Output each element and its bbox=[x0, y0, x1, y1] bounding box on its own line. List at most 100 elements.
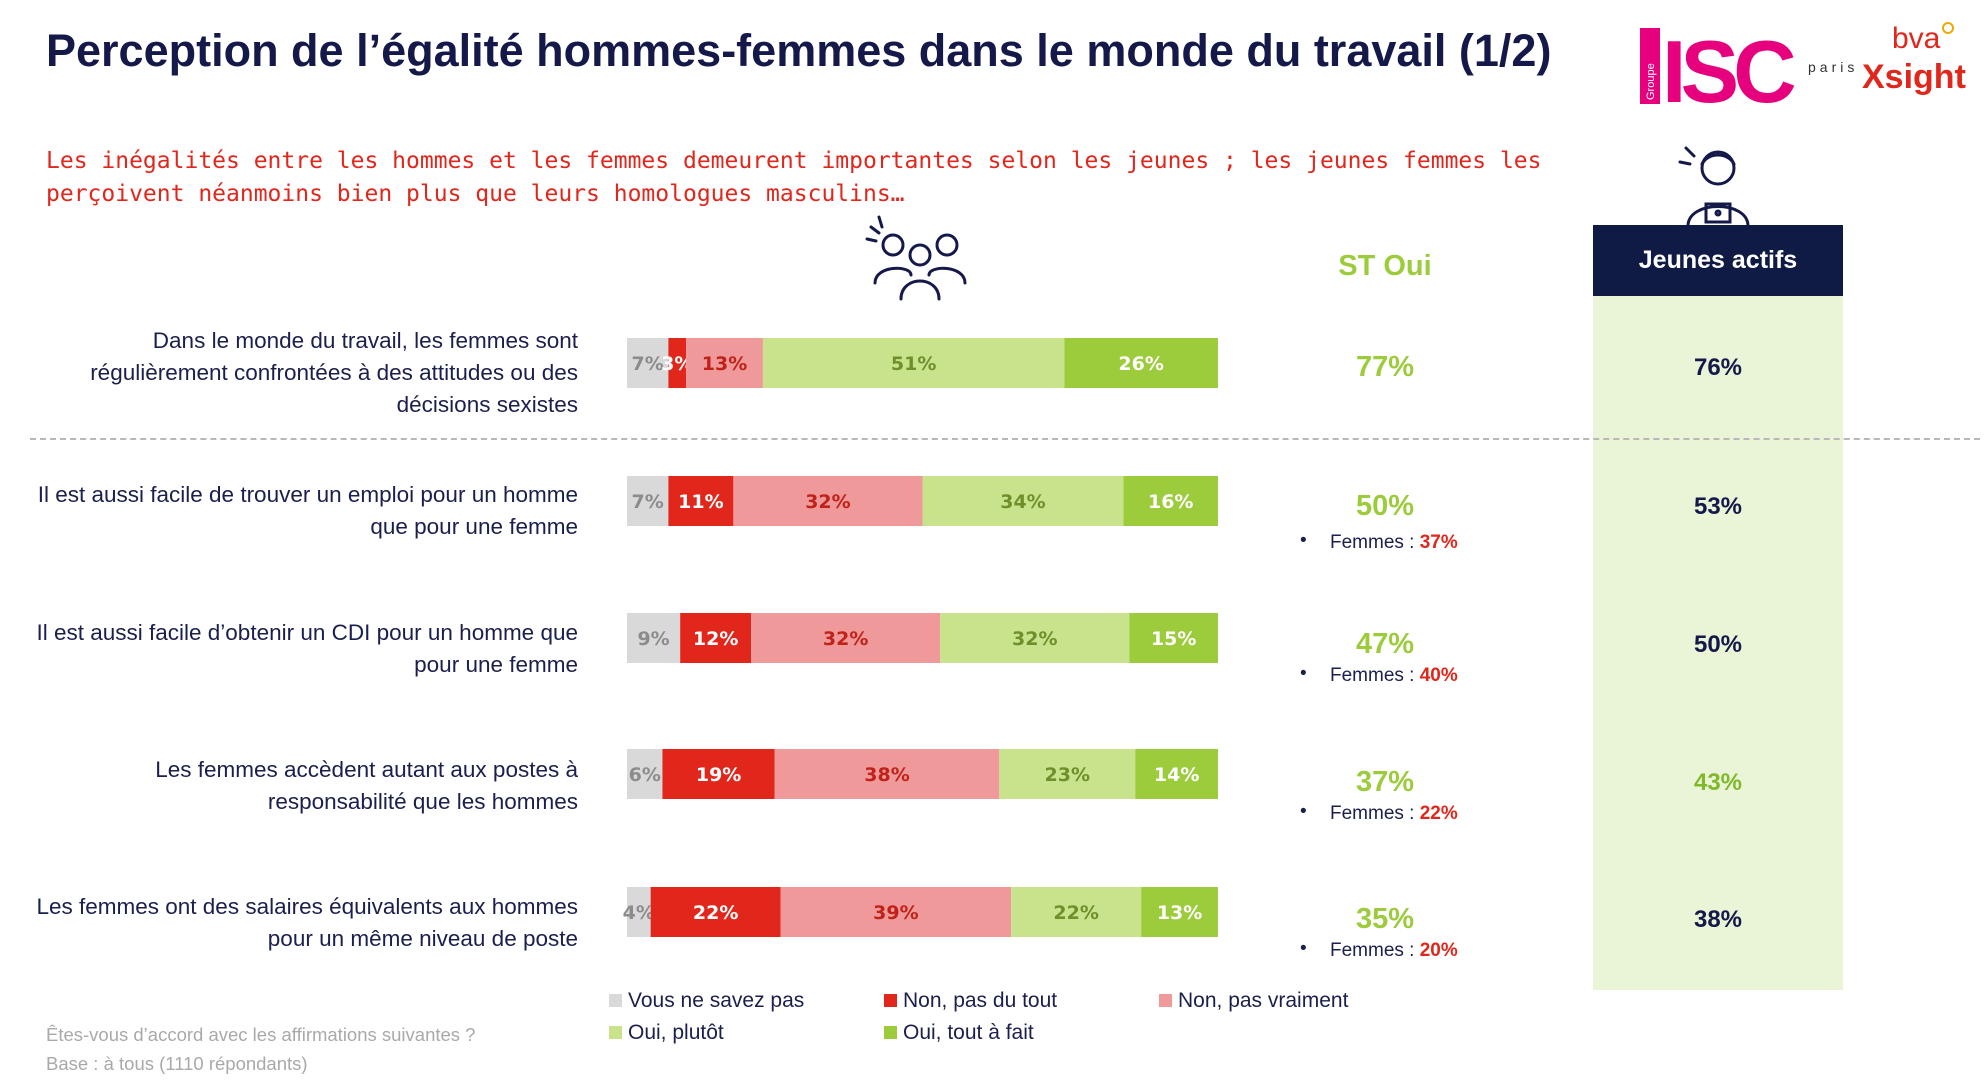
jeunes-actifs-value-4: 43% bbox=[1693, 769, 1743, 796]
jeunes-actifs-value-5: 38% bbox=[1693, 906, 1743, 933]
bullet: • bbox=[1300, 801, 1307, 822]
bar-segment-r4-s3 bbox=[774, 749, 1000, 799]
bar-segment-r2-s3 bbox=[733, 476, 923, 526]
st-oui-header: ST Oui bbox=[1338, 250, 1432, 282]
bar-value-label-r3-s3: 32% bbox=[823, 628, 868, 650]
femmes-value: 20% bbox=[1419, 940, 1458, 961]
isc-logo-group-text: Groupe bbox=[1645, 63, 1657, 100]
bar-value-label-r4-s3: 38% bbox=[864, 764, 909, 786]
st-oui-value-5: 35% bbox=[1355, 903, 1415, 935]
bar-value-label-r3-s2: 12% bbox=[693, 628, 738, 650]
person-laptop-icon bbox=[1678, 146, 1750, 228]
bullet: • bbox=[1300, 938, 1307, 959]
bar-value-label-r2-s4: 34% bbox=[1000, 491, 1045, 513]
bullet: • bbox=[1300, 663, 1307, 684]
jeunes-actifs-header: Jeunes actifs bbox=[1593, 225, 1843, 296]
row-label-5: Les femmes ont des salaires équivalents … bbox=[36, 894, 578, 951]
bar-value-label-r2-s2: 11% bbox=[678, 491, 723, 513]
femmes-label: Femmes : bbox=[1330, 803, 1415, 824]
isc-logo-text: ISC bbox=[1662, 22, 1795, 106]
bva-logo-text: bva bbox=[1892, 22, 1941, 55]
bar-value-label-r4-s1: 6% bbox=[629, 764, 661, 786]
jeunes-actifs-panel bbox=[1593, 225, 1843, 990]
bar-segment-r1-s3 bbox=[686, 338, 763, 388]
st-oui-value-4: 37% bbox=[1355, 766, 1415, 798]
bar-segment-r2-s5 bbox=[1123, 476, 1218, 526]
bar-segment-r1-s1 bbox=[627, 338, 669, 388]
bar-segment-r2-s4 bbox=[922, 476, 1124, 526]
bar-value-label-r2-s1: 7% bbox=[632, 491, 664, 513]
isc-logo-city: paris bbox=[1808, 59, 1858, 75]
bar-segment-r2-s2 bbox=[668, 476, 734, 526]
row-label-3: Il est aussi facile d’obtenir un CDI pou… bbox=[36, 620, 578, 677]
jeunes-actifs-value-1: 76% bbox=[1693, 354, 1743, 381]
bar-value-label-r3-s5: 15% bbox=[1151, 628, 1196, 650]
bar-segment-r5-s5 bbox=[1141, 887, 1218, 937]
legend-swatch bbox=[884, 994, 897, 1007]
bar-segment-r4-s1 bbox=[627, 749, 663, 799]
bar-value-label-r2-s5: 16% bbox=[1148, 491, 1193, 513]
bar-segment-r5-s4 bbox=[1011, 887, 1142, 937]
jeunes-actifs-value-2: 53% bbox=[1693, 493, 1743, 520]
femmes-label: Femmes : bbox=[1330, 665, 1415, 686]
legend-label: Non, pas vraiment bbox=[1178, 989, 1349, 1012]
legend-label: Oui, plutôt bbox=[628, 1021, 724, 1044]
bar-value-label-r5-s1: 4% bbox=[623, 902, 655, 924]
bar-segment-r3-s4 bbox=[940, 613, 1130, 663]
bar-value-label-r5-s2: 22% bbox=[693, 902, 738, 924]
bar-segment-r5-s1 bbox=[627, 887, 651, 937]
bar-value-label-r2-s3: 32% bbox=[805, 491, 850, 513]
section-divider bbox=[30, 438, 1980, 440]
bar-value-label-r1-s3: 13% bbox=[702, 353, 747, 375]
bar-segment-r5-s2 bbox=[650, 887, 781, 937]
bar-value-label-r1-s4: 51% bbox=[891, 353, 936, 375]
femmes-value: 37% bbox=[1419, 532, 1458, 553]
bar-value-label-r1-s2: 3% bbox=[661, 353, 693, 375]
bar-segment-r4-s4 bbox=[999, 749, 1136, 799]
bar-value-label-r3-s4: 32% bbox=[1012, 628, 1057, 650]
bar-value-label-r5-s4: 22% bbox=[1053, 902, 1098, 924]
femmes-value: 22% bbox=[1419, 803, 1458, 824]
femmes-label: Femmes : bbox=[1330, 940, 1415, 961]
bar-value-label-r4-s4: 23% bbox=[1045, 764, 1090, 786]
xsight-logo-text: Xsight bbox=[1862, 58, 1966, 96]
bar-value-label-r1-s1: 7% bbox=[632, 353, 664, 375]
legend-swatch bbox=[609, 1026, 622, 1039]
legend-label: Vous ne savez pas bbox=[628, 989, 805, 1012]
bar-value-label-r1-s5: 26% bbox=[1118, 353, 1163, 375]
bar-value-label-r5-s3: 39% bbox=[873, 902, 918, 924]
bar-segment-r3-s3 bbox=[751, 613, 941, 663]
people-group-icon bbox=[865, 215, 967, 301]
bar-segment-r1-s5 bbox=[1064, 338, 1218, 388]
bar-segment-r3-s5 bbox=[1129, 613, 1218, 663]
legend-swatch bbox=[1159, 994, 1172, 1007]
bar-segment-r4-s2 bbox=[662, 749, 775, 799]
bar-value-label-r4-s2: 19% bbox=[696, 764, 741, 786]
bullet: • bbox=[1300, 530, 1307, 551]
row-label-1: Dans le monde du travail, les femmes son… bbox=[90, 328, 578, 417]
legend-label: Oui, tout à fait bbox=[903, 1021, 1034, 1044]
bar-segment-r4-s5 bbox=[1135, 749, 1218, 799]
st-oui-value-3: 47% bbox=[1355, 628, 1415, 660]
legend-swatch bbox=[609, 994, 622, 1007]
femmes-value: 40% bbox=[1419, 665, 1458, 686]
bar-segment-r1-s2 bbox=[668, 338, 687, 388]
femmes-label: Femmes : bbox=[1330, 532, 1415, 553]
legend-swatch bbox=[884, 1026, 897, 1039]
bar-value-label-r5-s5: 13% bbox=[1157, 902, 1202, 924]
legend-label: Non, pas du tout bbox=[903, 989, 1058, 1012]
bar-segment-r5-s3 bbox=[780, 887, 1012, 937]
bar-segment-r2-s1 bbox=[627, 476, 669, 526]
st-oui-value-2: 50% bbox=[1355, 490, 1415, 522]
question-footnote: Êtes-vous d’accord avec les affirmations… bbox=[46, 1024, 476, 1045]
page-subtitle: Les inégalités entre les hommes et les f… bbox=[46, 148, 1542, 207]
bar-segment-r3-s2 bbox=[680, 613, 752, 663]
bva-xsight-logo: bva Xsight bbox=[1862, 22, 1966, 96]
page-title: Perception de l’égalité hommes-femmes da… bbox=[46, 25, 1552, 76]
base-footnote: Base : à tous (1110 répondants) bbox=[46, 1053, 308, 1074]
bar-segment-r1-s4 bbox=[762, 338, 1065, 388]
row-label-4: Les femmes accèdent autant aux postes à … bbox=[155, 757, 578, 814]
bar-segment-r3-s1 bbox=[627, 613, 681, 663]
row-label-2: Il est aussi facile de trouver un emploi… bbox=[37, 482, 578, 539]
bar-value-label-r3-s1: 9% bbox=[637, 628, 669, 650]
